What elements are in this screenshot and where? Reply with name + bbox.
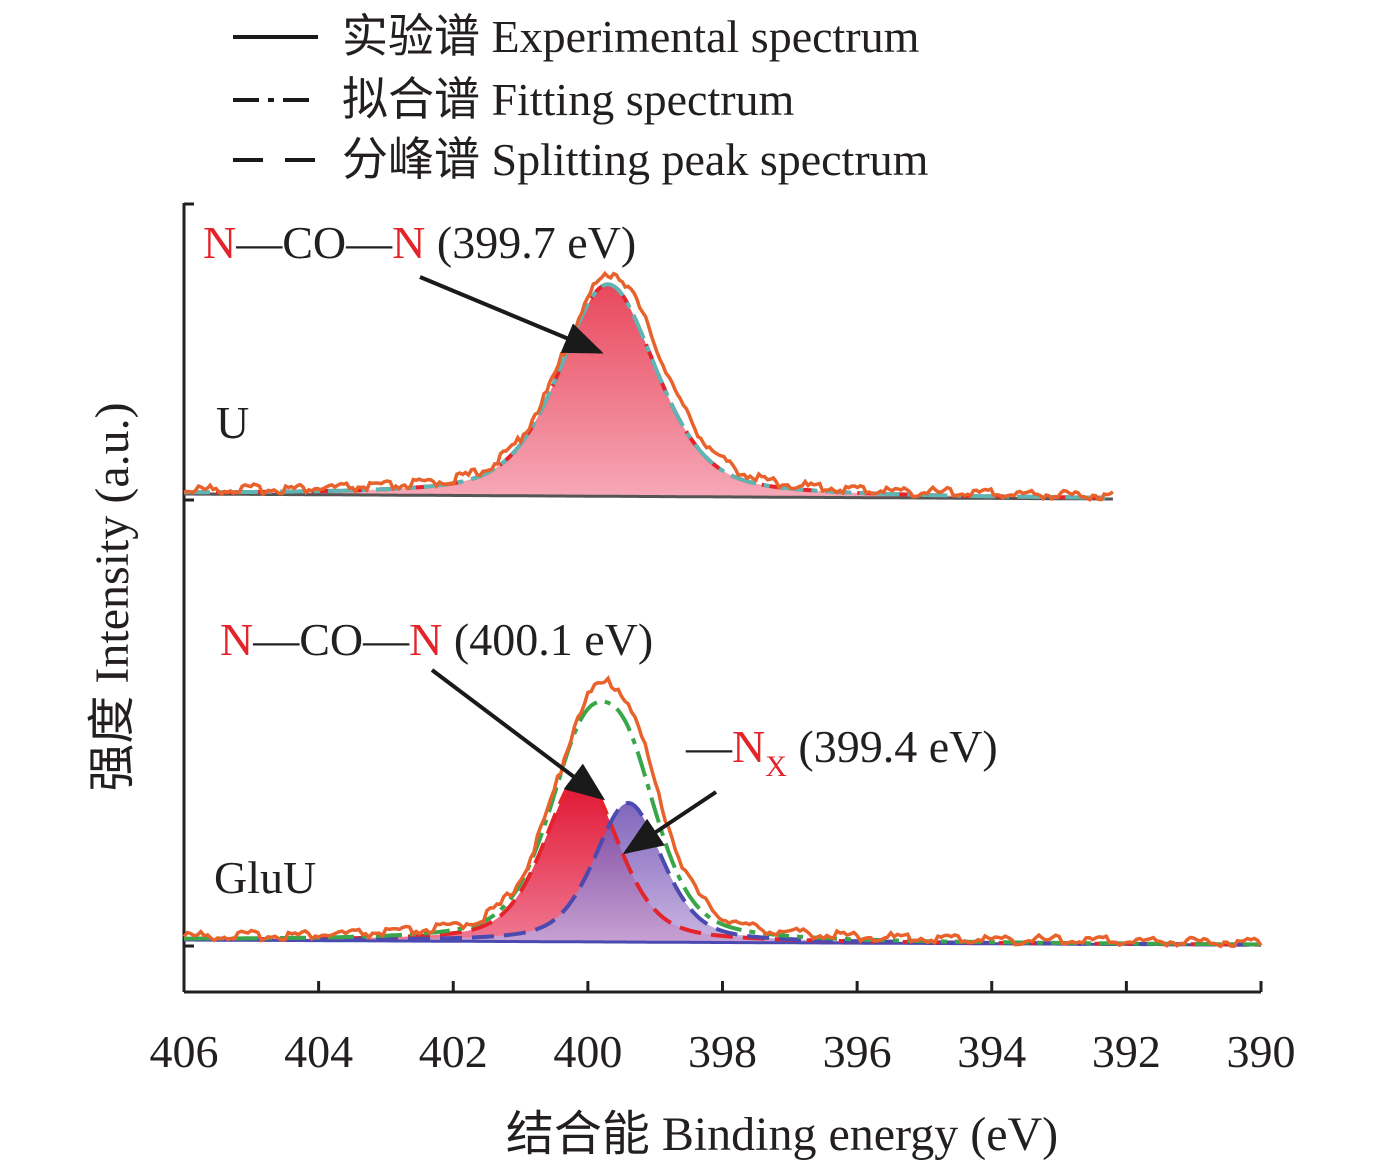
glu-u-fitting-line <box>184 699 1261 947</box>
x-tick-label: 402 <box>419 1026 488 1077</box>
u-annotation-arrow <box>419 275 604 354</box>
x-tick-label: 398 <box>688 1026 757 1077</box>
y-axis-title: 强度 Intensity (a.u.) <box>86 402 139 791</box>
u-anno-n1: N <box>203 217 236 268</box>
panel-glu-u: GluU N—CO—N (400.1 eV) —NX (399.4 eV) <box>182 614 1263 949</box>
x-axis-ticks: 406 404 402 400 398 396 394 392 390 <box>150 981 1296 1077</box>
u-anno-co: —CO— <box>235 217 393 268</box>
x-axis-title: 结合能 Binding energy (eV) <box>506 1108 1058 1161</box>
glu-u-anno1-n2: N <box>409 614 442 665</box>
x-tick-label: 394 <box>957 1026 1026 1077</box>
u-experimental-line <box>183 270 1114 502</box>
x-tick-label: 390 <box>1227 1026 1296 1077</box>
glu-u-anno1-co: —CO— <box>252 614 410 665</box>
sample-label-u: U <box>216 397 249 448</box>
u-baseline <box>184 492 1113 501</box>
legend-item-fitting: 拟合谱 Fitting spectrum <box>233 74 795 125</box>
glu-u-anno2-n: N <box>732 721 765 772</box>
legend-label-fitting: 拟合谱 Fitting spectrum <box>342 74 795 125</box>
legend-item-experimental: 实验谱 Experimental spectrum <box>233 11 920 62</box>
glu-u-anno1-n1: N <box>220 614 253 665</box>
glu-u-anno2-sub: X <box>765 750 787 783</box>
glu-u-experimental-line <box>182 675 1263 949</box>
legend-item-splitting: 分峰谱 Splitting peak spectrum <box>233 134 929 185</box>
x-tick-label: 404 <box>284 1026 353 1077</box>
glu-u-anno1-energy: (400.1 eV) <box>454 614 653 665</box>
glu-u-peak2-arrow <box>622 790 718 855</box>
axes: 406 404 402 400 398 396 394 392 390 结合能 Binding … <box>86 202 1296 1161</box>
glu-u-peak1-arrow <box>430 668 606 801</box>
glu-u-anno2-space <box>787 721 799 772</box>
u-peak-fill <box>184 284 1113 499</box>
glu-u-anno1-space <box>442 614 454 665</box>
glu-u-peak2-annotation: —NX (399.4 eV) <box>685 721 998 783</box>
glu-u-anno2-dash: — <box>685 721 733 772</box>
x-tick-label: 396 <box>823 1026 892 1077</box>
x-tick-label: 392 <box>1092 1026 1161 1077</box>
sample-label-glu-u: GluU <box>214 852 316 903</box>
legend-label-splitting: 分峰谱 Splitting peak spectrum <box>342 134 929 185</box>
u-anno-energy: (399.7 eV) <box>437 217 636 268</box>
u-anno-n2: N <box>392 217 425 268</box>
u-peak-annotation: N—CO—N (399.7 eV) <box>203 217 636 268</box>
panel-u: U N—CO—N (399.7 eV) <box>183 217 1114 502</box>
x-tick-label: 400 <box>553 1026 622 1077</box>
u-anno-space <box>425 217 437 268</box>
legend: 实验谱 Experimental spectrum 拟合谱 Fitting sp… <box>233 11 929 185</box>
glu-u-peak1-annotation: N—CO—N (400.1 eV) <box>220 614 653 665</box>
legend-label-experimental: 实验谱 Experimental spectrum <box>342 11 920 62</box>
x-tick-label: 406 <box>150 1026 219 1077</box>
glu-u-anno2-energy: (399.4 eV) <box>798 721 997 772</box>
